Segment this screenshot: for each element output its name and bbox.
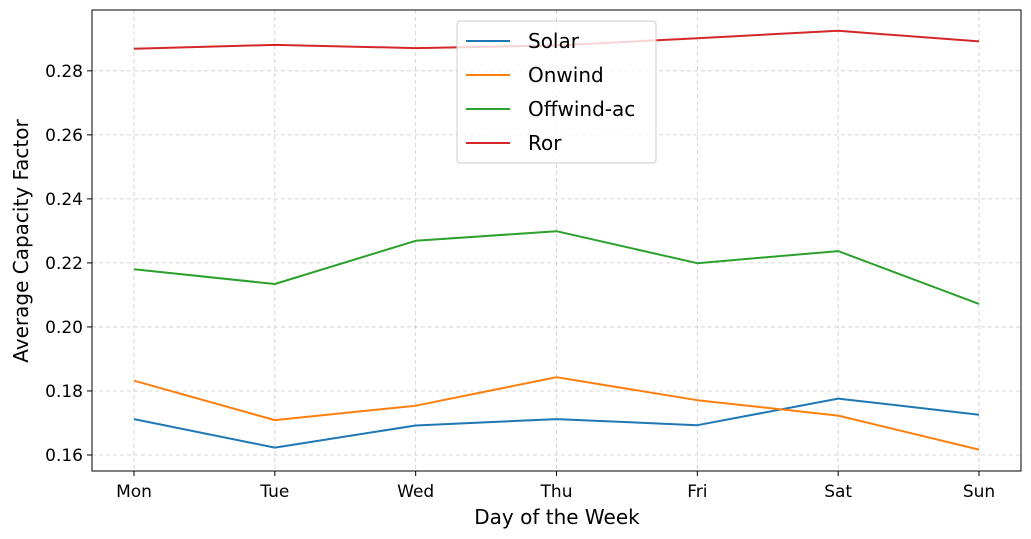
x-tick-label: Wed <box>397 482 434 502</box>
legend: Solar Onwind Offwind-ac Ror <box>456 20 657 164</box>
x-axis-label: Day of the Week <box>474 505 640 529</box>
y-tick-label: 0.16 <box>45 446 83 466</box>
y-tick-label: 0.24 <box>45 190 83 210</box>
y-axis-label: Average Capacity Factor <box>9 118 33 362</box>
grid <box>92 10 1021 471</box>
y-tick-label: 0.18 <box>45 382 83 402</box>
legend-label-ror: Ror <box>528 131 562 155</box>
y-tick-label: 0.22 <box>45 254 83 274</box>
series-points-solar <box>133 398 980 448</box>
x-tick-label: Mon <box>116 482 152 502</box>
x-tick-label: Sun <box>963 482 995 502</box>
x-tick-label: Fri <box>687 482 707 502</box>
x-tick-label: Thu <box>540 482 573 502</box>
y-tick-label: 0.26 <box>45 126 83 146</box>
series-points-offwind-ac <box>133 231 980 304</box>
x-tick-label: Sat <box>824 482 852 502</box>
legend-label-offwind-ac: Offwind-ac <box>528 97 635 121</box>
y-axis-ticks: 0.16 0.18 0.20 0.22 0.24 0.26 0.28 <box>45 62 92 466</box>
legend-label-solar: Solar <box>528 29 580 53</box>
y-tick-label: 0.20 <box>45 318 83 338</box>
legend-label-onwind: Onwind <box>528 63 604 87</box>
series-line-solar <box>133 397 980 449</box>
legend-box <box>456 20 657 164</box>
series-line-offwind-ac <box>133 230 980 305</box>
y-tick-label: 0.28 <box>45 62 83 82</box>
x-tick-label: Tue <box>259 482 289 502</box>
series-points-onwind <box>133 377 980 450</box>
x-axis-ticks: Mon Tue Wed Thu Fri Sat Sun <box>116 471 995 502</box>
